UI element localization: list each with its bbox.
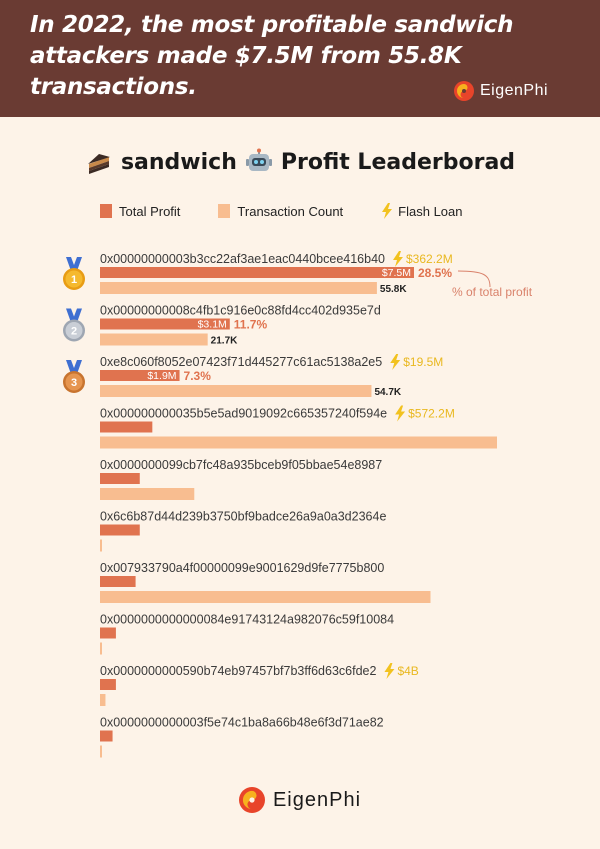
legend-item-profit: Total Profit: [100, 204, 180, 219]
profit-bar: [100, 318, 230, 330]
count-bar: [100, 385, 372, 397]
chart-title-part2: Profit Leaderborad: [280, 149, 516, 175]
row-address: 0x00000000003b3cc22af3ae1eac0440bcee416b…: [100, 252, 385, 266]
count-bar: [100, 282, 377, 294]
headline: In 2022, the most profitable sandwich at…: [30, 12, 514, 100]
percent-label: 7.3%: [184, 369, 212, 383]
lightning-bolt-icon: [393, 251, 403, 267]
profit-bar: [100, 267, 414, 278]
header-banner: In 2022, the most profitable sandwich at…: [0, 0, 600, 117]
eigenphi-logo-icon: [454, 81, 474, 101]
profit-bar: [100, 421, 153, 433]
row-address: 0x0000000000003f5e74c1ba8a66b48e6f3d71ae…: [100, 716, 384, 730]
count-bar: [100, 642, 102, 655]
lightning-bolt-icon: [384, 663, 395, 679]
lightning-bolt-icon: [390, 354, 401, 370]
row-address: 0x6c6b87d44d239b3750bf9badce26a9a0a3d236…: [100, 510, 386, 524]
legend-label-profit: Total Profit: [119, 203, 181, 219]
percent-label: 28.5%: [418, 266, 452, 280]
legend-label-count: Transaction Count: [237, 203, 344, 219]
lightning-bolt-icon: [395, 405, 406, 422]
count-label: 21.7K: [211, 336, 238, 347]
row-address: 0x000000000035b5e5ad9019092c665357240f59…: [100, 407, 387, 421]
row-address: 0x007933790a4f00000099e9001629d9fe7775b8…: [100, 561, 384, 575]
chart-title-part1: sandwich: [120, 149, 237, 175]
profit-label: $3.1M: [198, 319, 227, 331]
profit-bar: [100, 370, 180, 381]
legend-item-flash: Flash Loan: [381, 203, 463, 219]
profit-label: $7.5M: [382, 267, 411, 279]
row-address: 0x00000000008c4fb1c916e0c88fd4cc402d935e…: [100, 304, 381, 318]
legend-label-flash: Flash Loan: [398, 203, 463, 219]
percent-label: 11.7%: [234, 318, 268, 332]
footer-brand: EigenPhi: [0, 786, 600, 814]
row-address: 0xe8c060f8052e07423f71d445277c61ac5138a2…: [100, 355, 382, 369]
chart-title: sandwich Profit Leaderborad: [0, 144, 600, 180]
annotation-text: % of total profit: [452, 285, 533, 299]
lightning-bolt-icon: [382, 203, 393, 219]
count-bar: [100, 539, 102, 552]
count-label: 55.8K: [380, 284, 407, 295]
count-bar: [100, 694, 106, 706]
silver-medal-icon: 2: [63, 308, 85, 342]
profit-label: $1.9M: [147, 370, 176, 382]
row-flash-loan: $4B: [397, 664, 418, 678]
row-address: 0x0000000099cb7fc48a935bceb9f05bbae54e89…: [100, 458, 382, 472]
robot-icon: [245, 148, 272, 171]
gold-medal-icon: 1: [63, 257, 85, 290]
row-address: 0x0000000000590b74eb97457bf7b3ff6d63c6fd…: [100, 664, 376, 678]
sandwich-icon: [87, 154, 110, 174]
eigenphi-logo-icon: [238, 787, 265, 813]
legend: Total Profit Transaction Count Flash Loa…: [100, 200, 501, 222]
bronze-medal-icon: 3: [63, 360, 85, 393]
profit-bar: [100, 679, 116, 690]
header-brand-text: EigenPhi: [480, 82, 549, 99]
legend-item-count: Transaction Count: [218, 204, 343, 219]
header-brand: EigenPhi: [454, 80, 548, 102]
count-bar: [100, 333, 208, 346]
annotation-pointer: [457, 270, 491, 288]
count-bar: [100, 745, 102, 758]
row-flash-loan: $362.2M: [406, 252, 453, 266]
footer-brand-text: EigenPhi: [272, 788, 362, 811]
profit-bar: [100, 730, 113, 742]
count-bar: [100, 436, 497, 449]
count-bar: [100, 591, 431, 603]
legend-swatch-profit: [100, 204, 112, 218]
row-flash-loan: $572.2M: [408, 407, 455, 421]
svg-text:2: 2: [71, 326, 77, 338]
profit-bar: [100, 473, 140, 484]
count-label: 54.7K: [374, 387, 401, 398]
svg-text:3: 3: [71, 377, 77, 389]
count-bar: [100, 488, 195, 500]
row-address: 0x0000000000000084e91743124a982076c59f10…: [100, 613, 394, 627]
row-flash-loan: $19.5M: [403, 355, 443, 369]
profit-bar: [100, 576, 136, 587]
svg-text:1: 1: [71, 274, 77, 286]
profit-bar: [100, 524, 140, 536]
legend-swatch-count: [218, 204, 231, 218]
profit-bar: [100, 627, 116, 639]
